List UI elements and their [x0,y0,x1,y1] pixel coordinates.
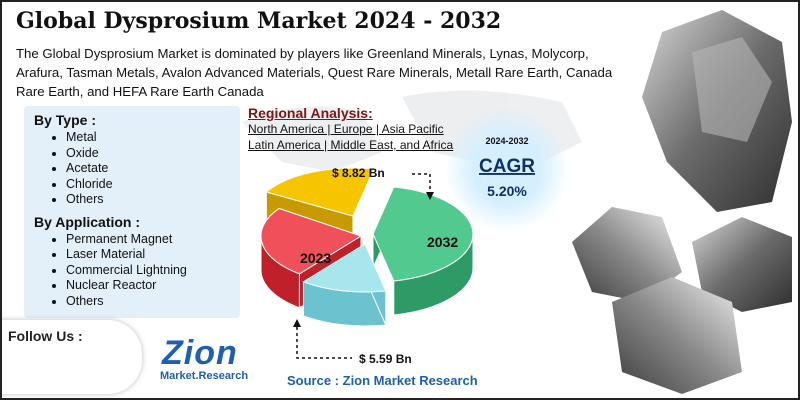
cagr-period: 2024-2032 [485,136,528,146]
region-line: Latin America | Middle East, and Africa [248,138,454,152]
value-label: $ 5.59 Bn [359,352,412,366]
list-item: Permanent Magnet [66,232,240,248]
logo-name: Zion [162,334,238,372]
list-item: Others [66,294,240,310]
cagr-badge: 2024-2032 CAGR 5.20% [479,136,535,199]
title: Global Dysprosium Market 2024 - 2032 [16,8,502,34]
pie-labels: $ 8.82 Bn $ 5.59 Bn 2023 2032 [300,166,458,366]
pie-slice [265,167,375,217]
application-list: Permanent MagnetLaser MaterialCommercial… [24,232,240,310]
list-item: Chloride [66,177,240,193]
region-line: North America | Europe | Asia Pacific [248,122,444,136]
list-item: Metal [66,130,240,146]
regional-heading: Regional Analysis: [248,105,373,121]
follow-label: Follow Us : [8,328,83,344]
list-item: Oxide [66,146,240,162]
description: The Global Dysprosium Market is dominate… [16,46,613,99]
cagr-label: CAGR [479,156,535,177]
list-item: Nuclear Reactor [66,278,240,294]
pie-slice [372,186,474,282]
list-item: Commercial Lightning [66,263,240,279]
logo-sub: Market.Research [160,370,249,382]
source: Source : Zion Market Research [287,373,478,388]
regional-analysis: Regional Analysis: North America | Europ… [248,105,453,153]
segment-heading: By Type : [34,112,96,128]
list-item: Acetate [66,161,240,177]
year-label: 2023 [300,250,331,266]
list-item: Laser Material [66,247,240,263]
value-label: $ 8.82 Bn [332,166,385,180]
segment-heading: By Application : [34,213,141,230]
cagr-value: 5.20% [487,183,527,199]
list-item: Others [66,192,240,208]
type-list: MetalOxideAcetateChlorideOthers [24,130,240,208]
pie-slice [260,207,363,275]
segments-panel: By Type : MetalOxideAcetateChlorideOther… [24,106,240,318]
year-label: 2032 [427,234,458,250]
pie-slice [302,243,387,293]
follow-panel [2,320,142,394]
pie-graphic [260,167,474,327]
